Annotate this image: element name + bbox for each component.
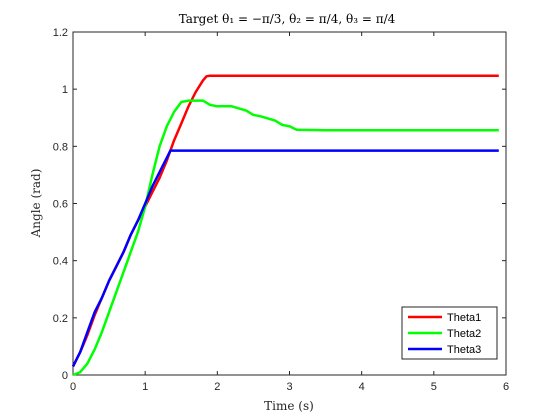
y-tick-label: 0.2 [53,313,68,325]
x-tick-label: 1 [142,381,148,393]
x-tick-label: 5 [431,381,437,393]
x-tick-label: 4 [359,381,365,393]
legend-label: Theta1 [447,312,481,324]
legend-label: Theta2 [447,328,481,340]
y-tick-label: 1 [62,84,68,96]
y-axis-title: Angle (rad) [29,169,43,239]
y-tick-label: 1.2 [53,27,68,39]
y-tick-label: 0.8 [53,141,68,153]
y-tick-label: 0 [62,370,68,382]
x-axis-title: Time (s) [264,399,314,413]
legend-label: Theta3 [447,344,481,356]
x-tick-label: 2 [214,381,220,393]
legend: Theta1 Theta2 Theta3 [402,307,497,359]
y-tick-label: 0.4 [53,256,68,268]
y-tick-label: 0.6 [53,199,68,211]
x-tick-label: 0 [70,381,76,393]
x-tick-label: 3 [286,381,292,393]
chart-title: Target θ₁ = −π/3, θ₂ = π/4, θ₃ = π/4 [179,12,396,26]
x-tick-label: 6 [503,381,509,393]
